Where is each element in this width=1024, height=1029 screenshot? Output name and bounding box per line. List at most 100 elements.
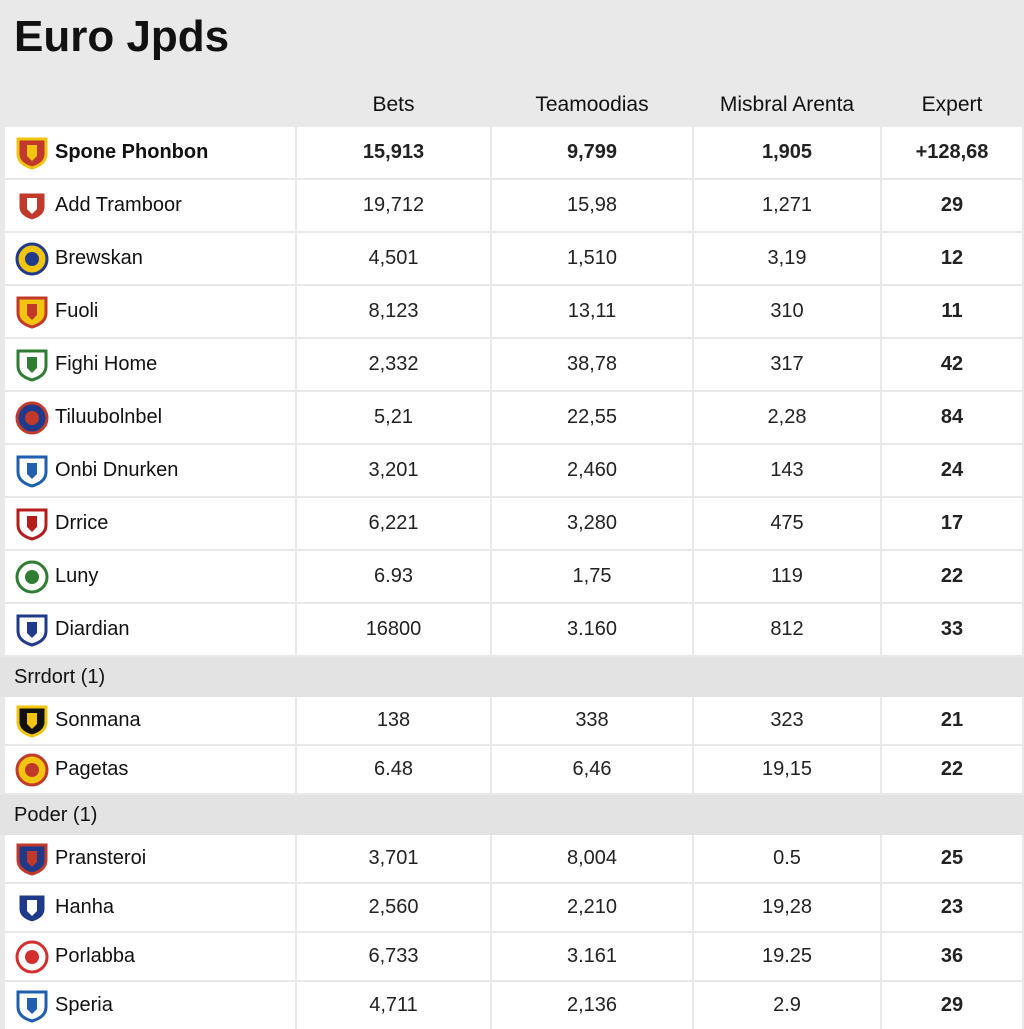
value-cell: 8,123 — [297, 286, 490, 337]
value-cell: 19,28 — [694, 884, 880, 931]
value-cell: 1,510 — [492, 233, 692, 284]
value-cell: 0.5 — [694, 835, 880, 882]
page-title: Euro Jpds — [14, 12, 230, 61]
column-header: Teamoodias — [535, 93, 649, 116]
team-crest — [16, 137, 48, 170]
value-cell: 6,46 — [492, 746, 692, 793]
value-cell: 36 — [882, 933, 1022, 980]
value-cell: 310 — [694, 286, 880, 337]
value-cell: 3,19 — [694, 233, 880, 284]
team-crest — [16, 296, 48, 329]
value-cell: 1,75 — [492, 551, 692, 602]
value-cell: 11 — [882, 286, 1022, 337]
column-header: Bets — [372, 93, 415, 116]
team-name: Spone Phonbon — [5, 127, 295, 178]
value-cell: 2,560 — [297, 884, 490, 931]
value-cell: 22,55 — [492, 392, 692, 443]
value-cell: 22 — [882, 551, 1022, 602]
value-cell: 6.93 — [297, 551, 490, 602]
team-name: Drrice — [5, 498, 295, 549]
team-name: Luny — [5, 551, 295, 602]
value-cell: 24 — [882, 445, 1022, 496]
value-cell: 1,905 — [694, 127, 880, 178]
value-cell: 323 — [694, 697, 880, 744]
value-cell: 42 — [882, 339, 1022, 390]
team-name: Hanha — [5, 884, 295, 931]
value-cell: 2,28 — [694, 392, 880, 443]
value-cell: 19.25 — [694, 933, 880, 980]
value-cell: 3.161 — [492, 933, 692, 980]
value-cell: 38,78 — [492, 339, 692, 390]
team-crest — [16, 614, 48, 647]
value-cell: 2,460 — [492, 445, 692, 496]
team-name: Onbi Dnurken — [5, 445, 295, 496]
value-cell: 338 — [492, 697, 692, 744]
team-name: Porlabba — [5, 933, 295, 980]
value-cell: 6,221 — [297, 498, 490, 549]
team-crest — [16, 990, 48, 1023]
section-label: Srrdort (1) — [0, 657, 1024, 697]
team-crest — [16, 843, 48, 876]
section-label: Poder (1) — [0, 795, 1024, 835]
value-cell: 2,332 — [297, 339, 490, 390]
value-cell: 25 — [882, 835, 1022, 882]
value-cell: +128,68 — [882, 127, 1022, 178]
value-cell: 22 — [882, 746, 1022, 793]
team-crest — [15, 940, 49, 973]
value-cell: 2.9 — [694, 982, 880, 1029]
value-cell: 3,280 — [492, 498, 692, 549]
value-cell: 23 — [882, 884, 1022, 931]
team-name: Fighi Home — [5, 339, 295, 390]
team-crest — [16, 892, 48, 925]
team-crest — [15, 753, 49, 786]
value-cell: 33 — [882, 604, 1022, 655]
value-cell: 17 — [882, 498, 1022, 549]
value-cell: 6,733 — [297, 933, 490, 980]
team-name: Pagetas — [5, 746, 295, 793]
value-cell: 4,711 — [297, 982, 490, 1029]
value-cell: 16800 — [297, 604, 490, 655]
value-cell: 1,271 — [694, 180, 880, 231]
value-cell: 2,136 — [492, 982, 692, 1029]
value-cell: 12 — [882, 233, 1022, 284]
value-cell: 4,501 — [297, 233, 490, 284]
value-cell: 3,201 — [297, 445, 490, 496]
team-crest — [15, 401, 49, 434]
team-name: Pransteroi — [5, 835, 295, 882]
team-crest — [16, 455, 48, 488]
value-cell: 6.48 — [297, 746, 490, 793]
team-crest — [16, 190, 48, 223]
value-cell: 15,98 — [492, 180, 692, 231]
value-cell: 3.160 — [492, 604, 692, 655]
value-cell: 19,15 — [694, 746, 880, 793]
value-cell: 9,799 — [492, 127, 692, 178]
value-cell: 812 — [694, 604, 880, 655]
value-cell: 143 — [694, 445, 880, 496]
value-cell: 21 — [882, 697, 1022, 744]
team-crest — [16, 508, 48, 541]
value-cell: 13,11 — [492, 286, 692, 337]
value-cell: 3,701 — [297, 835, 490, 882]
column-header: Expert — [921, 93, 983, 116]
team-crest — [16, 705, 48, 738]
value-cell: 475 — [694, 498, 880, 549]
value-cell: 84 — [882, 392, 1022, 443]
value-cell: 29 — [882, 180, 1022, 231]
value-cell: 317 — [694, 339, 880, 390]
column-header: Misbral Arenta — [719, 93, 855, 116]
team-name: Diardian — [5, 604, 295, 655]
team-name: Brewskan — [5, 233, 295, 284]
team-name: Fuoli — [5, 286, 295, 337]
value-cell: 138 — [297, 697, 490, 744]
team-name: Add Tramboor — [5, 180, 295, 231]
value-cell: 5,21 — [297, 392, 490, 443]
value-cell: 8,004 — [492, 835, 692, 882]
value-cell: 19,712 — [297, 180, 490, 231]
value-cell: 2,210 — [492, 884, 692, 931]
team-crest — [15, 560, 49, 593]
value-cell: 119 — [694, 551, 880, 602]
team-name: Tiluubolnbel — [5, 392, 295, 443]
team-crest — [16, 349, 48, 382]
value-cell: 15,913 — [297, 127, 490, 178]
